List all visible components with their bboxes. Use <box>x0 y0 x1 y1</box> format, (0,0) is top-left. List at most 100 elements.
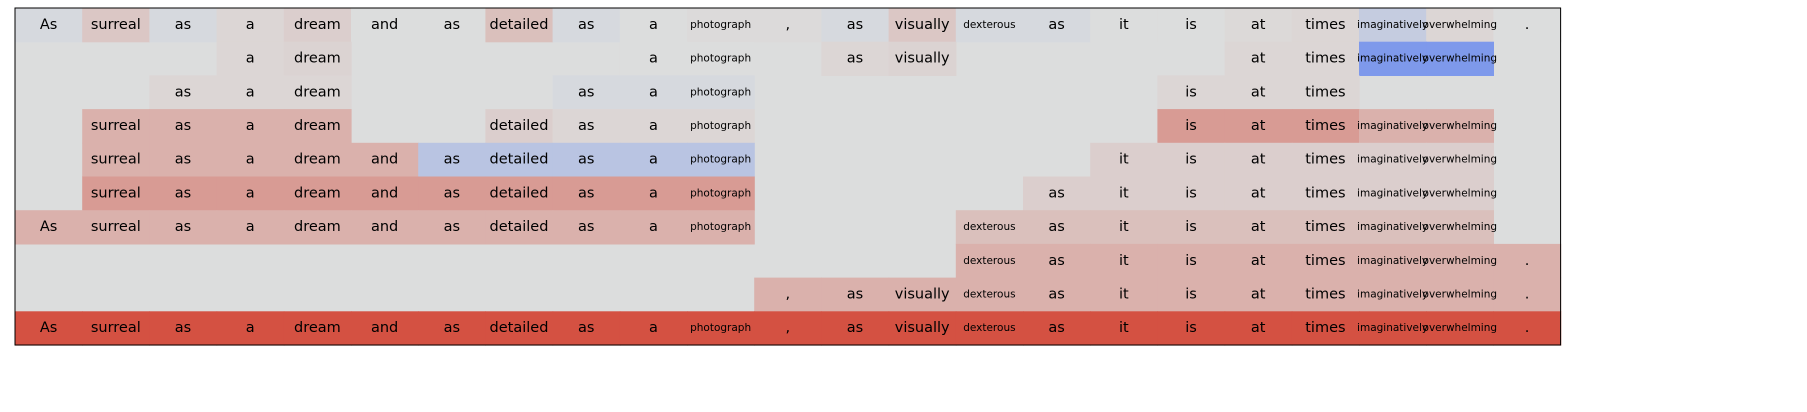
cell-token-label: detailed <box>490 219 549 235</box>
heatmap-cell <box>418 8 486 43</box>
heatmap-cell <box>687 41 755 76</box>
cell-token-label: detailed <box>490 185 549 201</box>
heatmap-cell <box>1359 277 1427 312</box>
heatmap-cell <box>1224 277 1293 312</box>
cell-token-label: as <box>1048 185 1064 201</box>
heatmap-cell <box>1023 311 1091 346</box>
heatmap-cell <box>283 176 352 211</box>
heatmap-cell <box>1426 210 1494 245</box>
heatmap-cell <box>1023 8 1091 43</box>
cell-token-label: overwhelming <box>1423 53 1498 65</box>
cell-token-label: it <box>1119 17 1129 33</box>
cell-token-label: a <box>246 118 255 134</box>
heatmap-cell <box>888 8 957 43</box>
cell-token-label: detailed <box>490 320 549 336</box>
heatmap-cell <box>216 8 285 43</box>
heatmap-cell <box>687 142 755 178</box>
heatmap-cell <box>754 8 822 43</box>
heatmap-cell <box>15 8 83 43</box>
cell-token-label: it <box>1119 320 1129 336</box>
heatmap-cell <box>351 8 419 43</box>
cell-token-label: imaginatively <box>1357 255 1428 267</box>
cell-token-label: it <box>1119 219 1129 235</box>
cell-token-label: and <box>371 185 398 201</box>
heatmap-cell <box>1224 311 1293 346</box>
plot-frame <box>14 7 1562 346</box>
heatmap-cell <box>216 311 285 346</box>
heatmap-cell <box>888 311 957 346</box>
cell-token-label: as <box>175 219 191 235</box>
heatmap-cell <box>1224 41 1293 76</box>
heatmap-cell <box>552 142 621 178</box>
cell-token-label: and <box>371 320 398 336</box>
cell-token-label: dream <box>294 51 341 67</box>
cell-token-label: . <box>1525 286 1530 302</box>
cell-token-label: as <box>1048 320 1064 336</box>
cell-token-label: a <box>246 84 255 100</box>
heatmap-cell <box>821 41 890 76</box>
heatmap-cell <box>1090 176 1158 211</box>
cell-token-label: a <box>649 320 658 336</box>
heatmap-cell <box>1291 176 1360 211</box>
cell-token-label: as <box>1048 17 1064 33</box>
heatmap-cell <box>283 142 352 178</box>
heatmap-cell <box>1291 243 1360 279</box>
heatmap-cell <box>1359 41 1427 76</box>
cell-token-label: at <box>1251 286 1266 302</box>
cell-token-label: as <box>444 219 460 235</box>
heatmap-cell <box>1157 210 1226 245</box>
heatmap-cell <box>1426 142 1494 178</box>
cell-token-label: a <box>649 185 658 201</box>
heatmap-cell <box>149 142 218 178</box>
heatmap-cell <box>283 8 352 43</box>
cell-token-label: a <box>246 51 255 67</box>
cell-token-label: a <box>649 118 658 134</box>
heatmap-cell <box>619 210 688 245</box>
cell-token-label: as <box>578 152 594 168</box>
heatmap-cell <box>351 210 419 245</box>
cell-token-label: as <box>444 185 460 201</box>
cell-token-label: as <box>175 185 191 201</box>
heatmap-cell <box>955 8 1024 43</box>
heatmap-cell <box>216 176 285 211</box>
cell-token-label: As <box>40 320 57 336</box>
heatmap-cell <box>149 210 218 245</box>
heatmap-cell <box>216 41 285 76</box>
cell-token-label: dexterous <box>963 255 1015 267</box>
cell-token-label: as <box>444 17 460 33</box>
heatmap-cell <box>552 176 621 211</box>
heatmap-cell <box>1359 176 1427 211</box>
heatmap-cell <box>1224 243 1293 279</box>
heatmap-cell <box>1291 41 1360 76</box>
heatmap-cell <box>485 8 554 43</box>
cell-token-label: overwhelming <box>1423 221 1498 233</box>
cell-token-label: it <box>1119 253 1129 269</box>
cell-token-label: . <box>1525 320 1530 336</box>
cell-token-label: detailed <box>490 152 549 168</box>
cell-token-label: as <box>1048 286 1064 302</box>
heatmap-cell <box>149 8 218 43</box>
cell-token-label: photograph <box>690 120 751 132</box>
heatmap-cell <box>418 311 486 346</box>
heatmap-cell <box>216 75 285 110</box>
cell-token-label: visually <box>895 17 950 33</box>
heatmap-cell <box>1291 75 1360 110</box>
heatmap-cell <box>1426 311 1494 346</box>
cell-token-label: a <box>246 219 255 235</box>
heatmap-cell <box>1291 142 1360 178</box>
cell-token-label: imaginatively <box>1357 322 1428 334</box>
heatmap-cell <box>1493 311 1562 346</box>
heatmap-cell <box>1359 243 1427 279</box>
cell-token-label: imaginatively <box>1357 288 1428 300</box>
heatmap-cell <box>754 277 822 312</box>
heatmap-cell <box>1157 277 1226 312</box>
cell-token-label: surreal <box>91 152 141 168</box>
cell-token-label: as <box>175 152 191 168</box>
cell-token-label: as <box>175 84 191 100</box>
heatmap-cell <box>1224 8 1293 43</box>
heatmap-cell <box>619 75 688 110</box>
cell-token-label: surreal <box>91 219 141 235</box>
heatmap-cell <box>1359 8 1427 43</box>
heatmap-cell <box>619 311 688 346</box>
heatmap-cell <box>15 311 83 346</box>
